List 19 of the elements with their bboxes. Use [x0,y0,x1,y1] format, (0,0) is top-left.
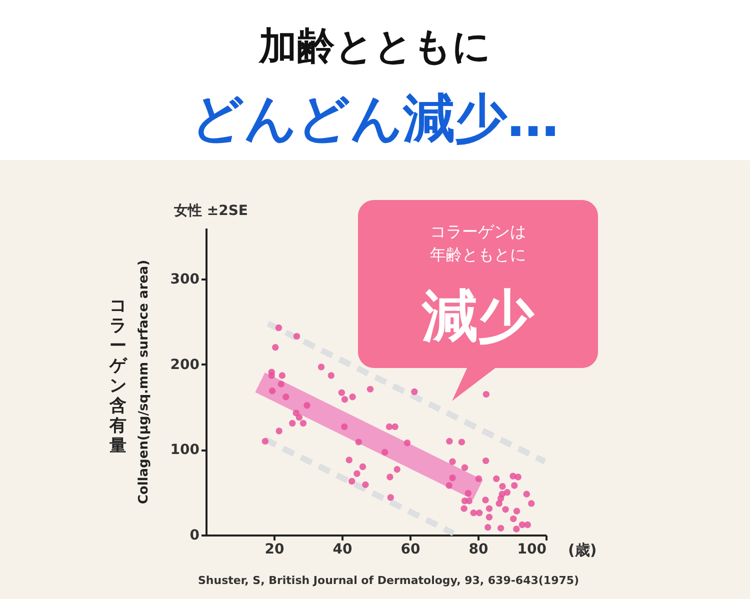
annotation: コラーゲンは [430,222,526,241]
annotation: 年齢ともとに [430,245,526,264]
x-tick-label: 100 [517,542,547,558]
y-tick-label: 0 [190,528,200,544]
y-axis-title: Collagen(μg/sq.mm surface area) [136,260,152,504]
y-tick-label: 300 [170,272,200,288]
chart-subtitle: どんどん減少… [191,89,559,149]
x-axis-title: (歳) [568,541,597,559]
x-tick-label: 40 [332,542,352,558]
x-tick-label: 60 [400,542,420,558]
text: Shuster, S, British Journal of Dermatology, 93, 639-643(1975) [198,574,580,587]
x-tick-label: 20 [264,542,284,558]
x-tick-label: 80 [468,542,488,558]
y-tick-label: 100 [170,442,200,458]
annotation: 減少 [421,284,535,349]
y-tick-label: 200 [170,356,200,373]
text: 女性 ±2SE [173,203,248,219]
text: コラーゲン含有量 [108,296,128,456]
chart-title: 加齢とともに [258,24,491,68]
